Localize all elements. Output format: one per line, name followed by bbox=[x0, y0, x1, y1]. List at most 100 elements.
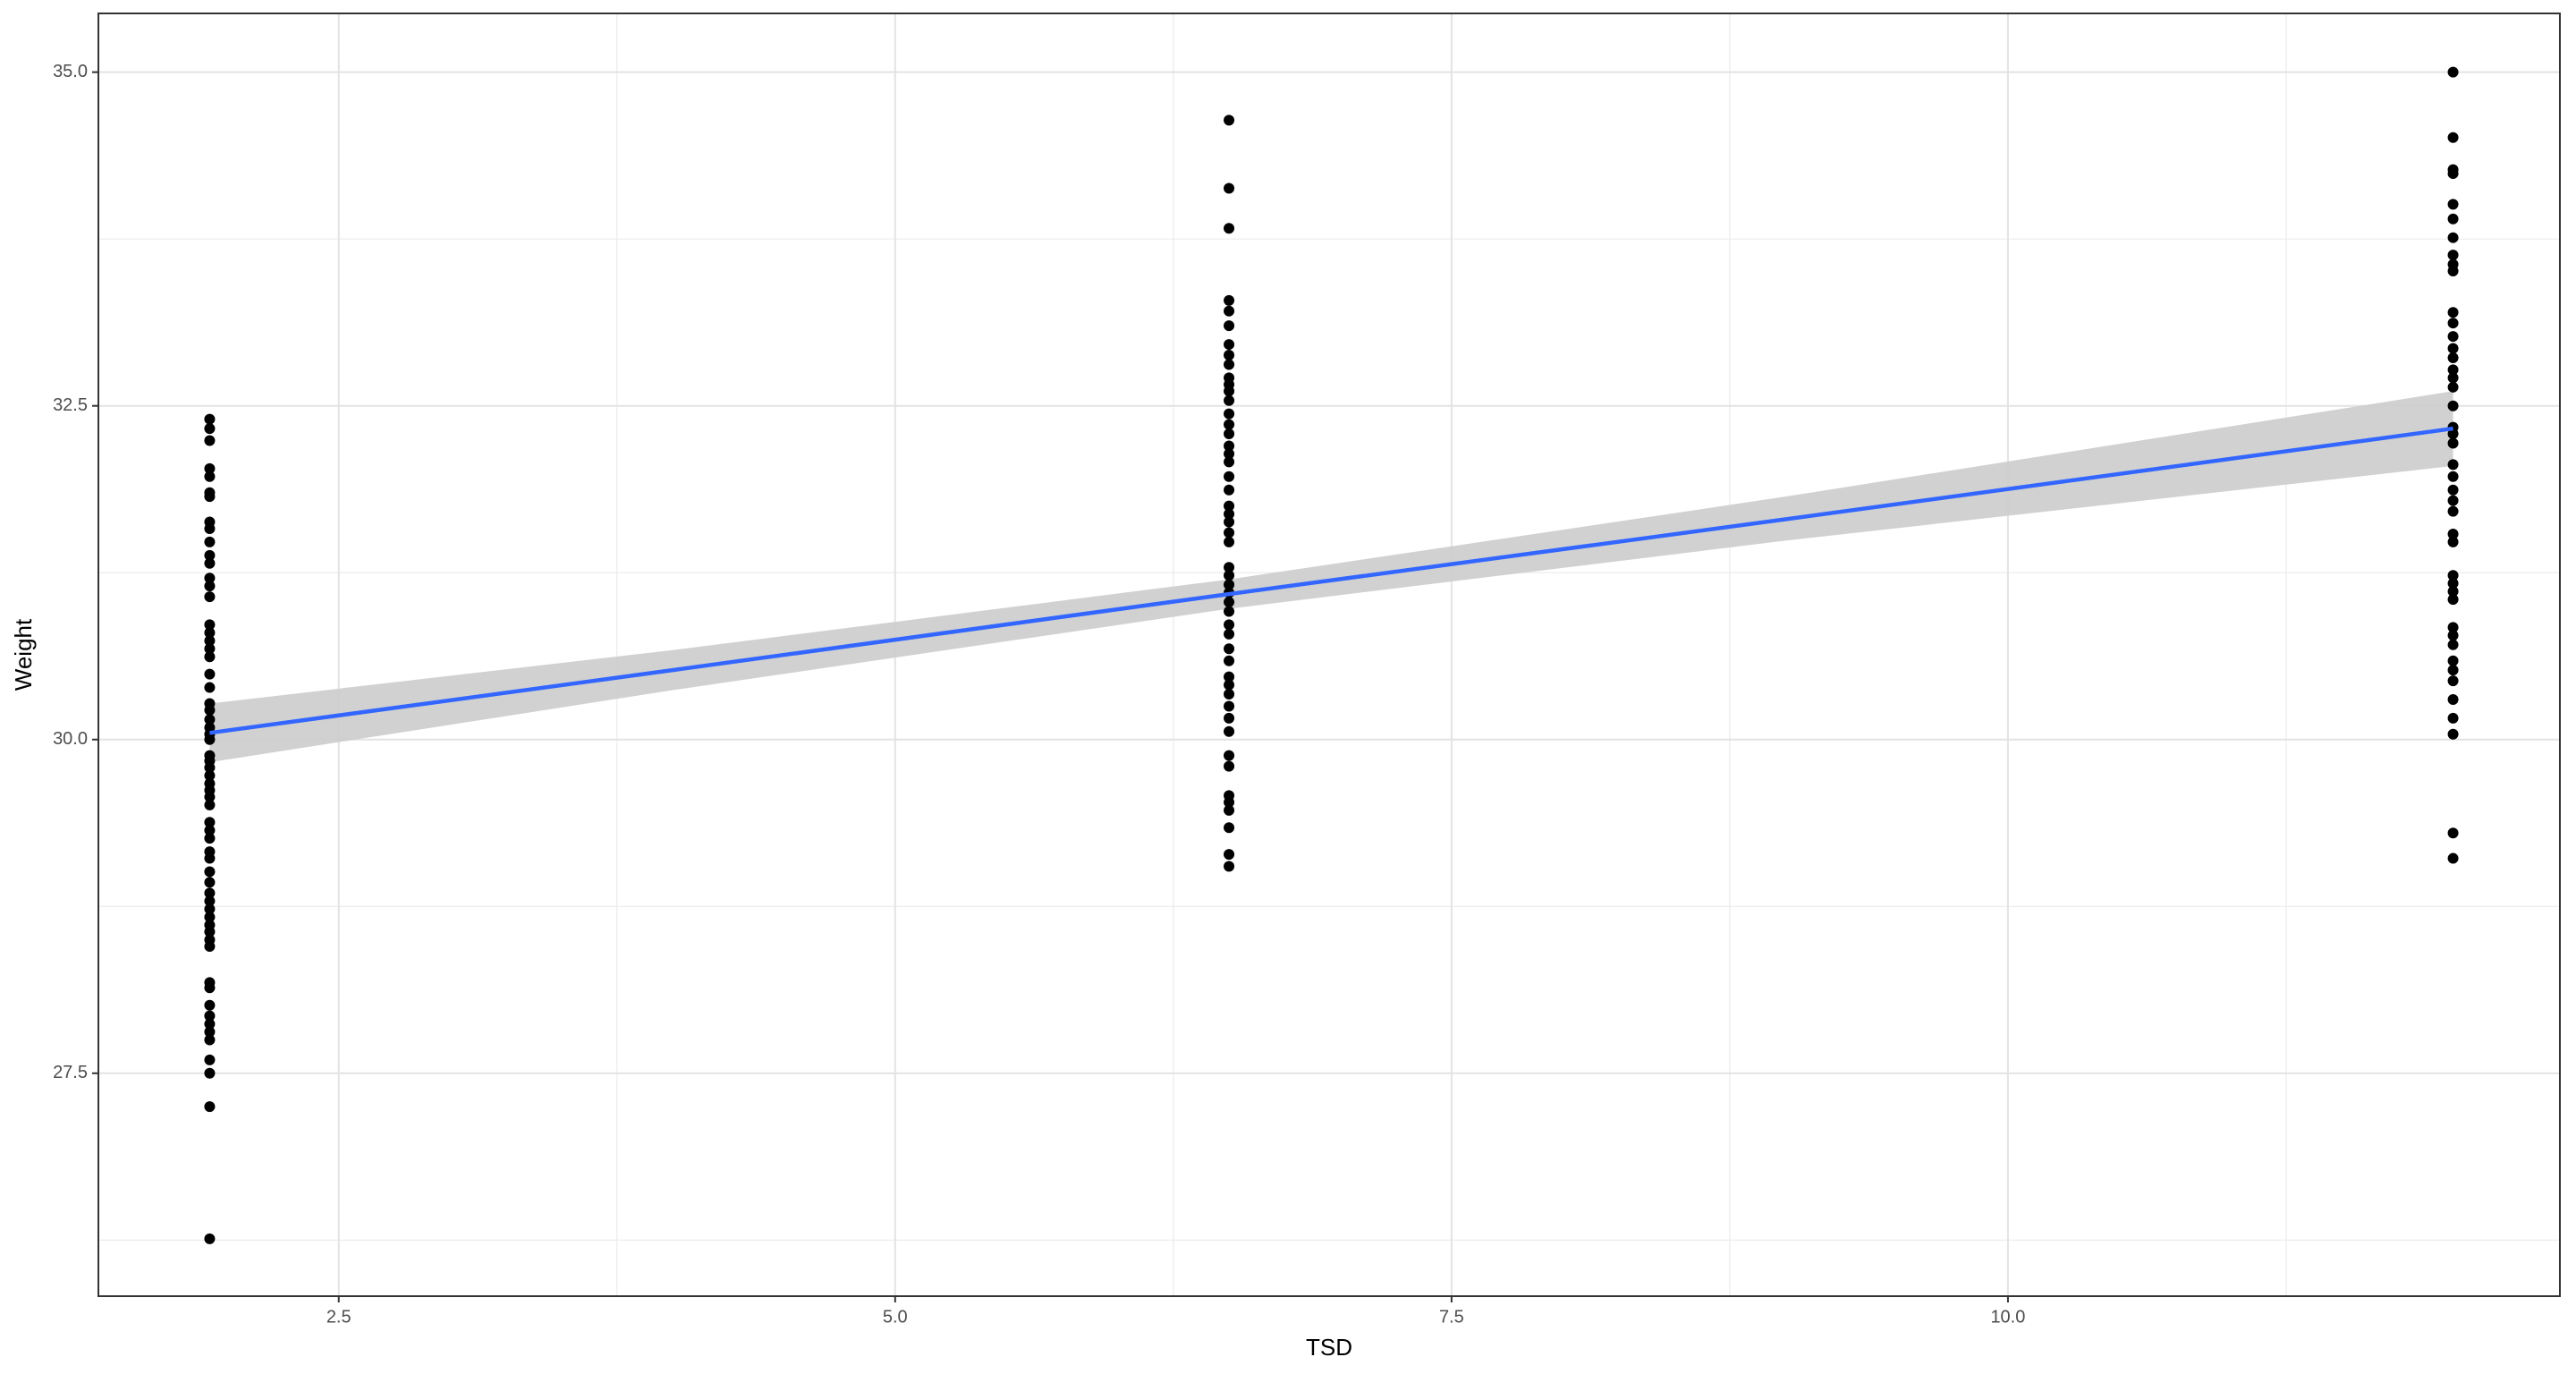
data-point bbox=[2447, 250, 2459, 261]
y-axis-title: Weight bbox=[10, 618, 37, 691]
data-point bbox=[2447, 437, 2459, 449]
data-point bbox=[2447, 712, 2459, 724]
data-point bbox=[1224, 570, 1235, 581]
data-point bbox=[204, 895, 216, 907]
data-point bbox=[1224, 606, 1235, 617]
data-point bbox=[1224, 500, 1235, 512]
data-point bbox=[2447, 400, 2459, 411]
data-point bbox=[1224, 456, 1235, 468]
data-point bbox=[1224, 440, 1235, 452]
data-point bbox=[1224, 320, 1235, 332]
data-point bbox=[1224, 516, 1235, 528]
data-point bbox=[2447, 655, 2459, 666]
data-point bbox=[1224, 408, 1235, 420]
data-point bbox=[2447, 343, 2459, 354]
data-point bbox=[204, 1054, 216, 1065]
data-point bbox=[2447, 66, 2459, 78]
data-point bbox=[204, 877, 216, 888]
data-point bbox=[2447, 586, 2459, 598]
data-point bbox=[1224, 579, 1235, 590]
data-point bbox=[204, 734, 216, 745]
data-point bbox=[2447, 665, 2459, 676]
data-point bbox=[1224, 182, 1235, 194]
data-point bbox=[204, 643, 216, 655]
data-point bbox=[1224, 750, 1235, 761]
data-point bbox=[2447, 364, 2459, 376]
data-point bbox=[2447, 471, 2459, 482]
data-point bbox=[204, 423, 216, 435]
data-point bbox=[2447, 372, 2459, 384]
data-point bbox=[1224, 619, 1235, 631]
data-point bbox=[204, 825, 216, 836]
data-point bbox=[1224, 471, 1235, 482]
regression-line bbox=[209, 426, 2453, 735]
data-point bbox=[204, 926, 216, 937]
data-point bbox=[204, 413, 216, 425]
data-point bbox=[2447, 505, 2459, 517]
data-point bbox=[1224, 428, 1235, 440]
data-point bbox=[204, 714, 216, 725]
data-point bbox=[204, 791, 216, 802]
data-point bbox=[1224, 679, 1235, 691]
data-point bbox=[204, 1026, 216, 1038]
data-point bbox=[1224, 305, 1235, 317]
data-point bbox=[204, 491, 216, 503]
data-point bbox=[2447, 693, 2459, 705]
data-point bbox=[204, 1018, 216, 1030]
data-point bbox=[2447, 428, 2459, 440]
data-point bbox=[1224, 359, 1235, 370]
data-point bbox=[204, 1101, 216, 1113]
data-point bbox=[1224, 223, 1235, 234]
data-point bbox=[1224, 725, 1235, 737]
data-point bbox=[2447, 459, 2459, 471]
data-point bbox=[1224, 700, 1235, 712]
data-point bbox=[204, 635, 216, 647]
data-point bbox=[204, 866, 216, 878]
data-point bbox=[1224, 419, 1235, 430]
y-tick-label: 32.5 bbox=[53, 395, 88, 415]
data-point bbox=[204, 833, 216, 844]
data-point bbox=[1224, 527, 1235, 539]
data-point bbox=[204, 1010, 216, 1022]
data-point bbox=[2447, 484, 2459, 496]
data-point bbox=[2447, 630, 2459, 641]
data-point bbox=[2447, 639, 2459, 650]
data-point bbox=[1224, 339, 1235, 351]
data-point bbox=[2447, 728, 2459, 740]
data-point bbox=[2447, 675, 2459, 687]
data-point bbox=[1224, 484, 1235, 496]
data-point bbox=[2447, 331, 2459, 343]
data-point bbox=[2447, 622, 2459, 633]
data-point bbox=[204, 799, 216, 810]
data-point bbox=[1224, 822, 1235, 834]
data-point bbox=[2447, 265, 2459, 276]
data-point bbox=[204, 770, 216, 782]
data-point bbox=[204, 682, 216, 693]
data-point bbox=[1224, 796, 1235, 808]
data-point bbox=[204, 704, 216, 716]
data-point bbox=[204, 549, 216, 561]
data-point bbox=[1224, 712, 1235, 724]
data-point bbox=[204, 581, 216, 592]
data-point bbox=[2447, 318, 2459, 329]
data-point bbox=[204, 1067, 216, 1079]
data-point bbox=[204, 982, 216, 994]
data-point bbox=[204, 557, 216, 569]
y-tick-label: 30.0 bbox=[53, 729, 88, 749]
data-point bbox=[204, 462, 216, 474]
data-point bbox=[2447, 307, 2459, 318]
x-tick-label: 5.0 bbox=[883, 1307, 908, 1327]
data-point bbox=[204, 668, 216, 680]
data-point bbox=[1224, 861, 1235, 872]
data-point bbox=[2447, 578, 2459, 589]
data-point bbox=[1224, 448, 1235, 460]
data-point bbox=[1224, 643, 1235, 655]
data-point bbox=[204, 912, 216, 923]
data-point bbox=[2447, 352, 2459, 363]
data-point bbox=[204, 522, 216, 534]
data-point bbox=[1224, 655, 1235, 666]
data-point bbox=[1224, 597, 1235, 608]
data-point bbox=[2447, 232, 2459, 243]
data-point bbox=[204, 591, 216, 603]
